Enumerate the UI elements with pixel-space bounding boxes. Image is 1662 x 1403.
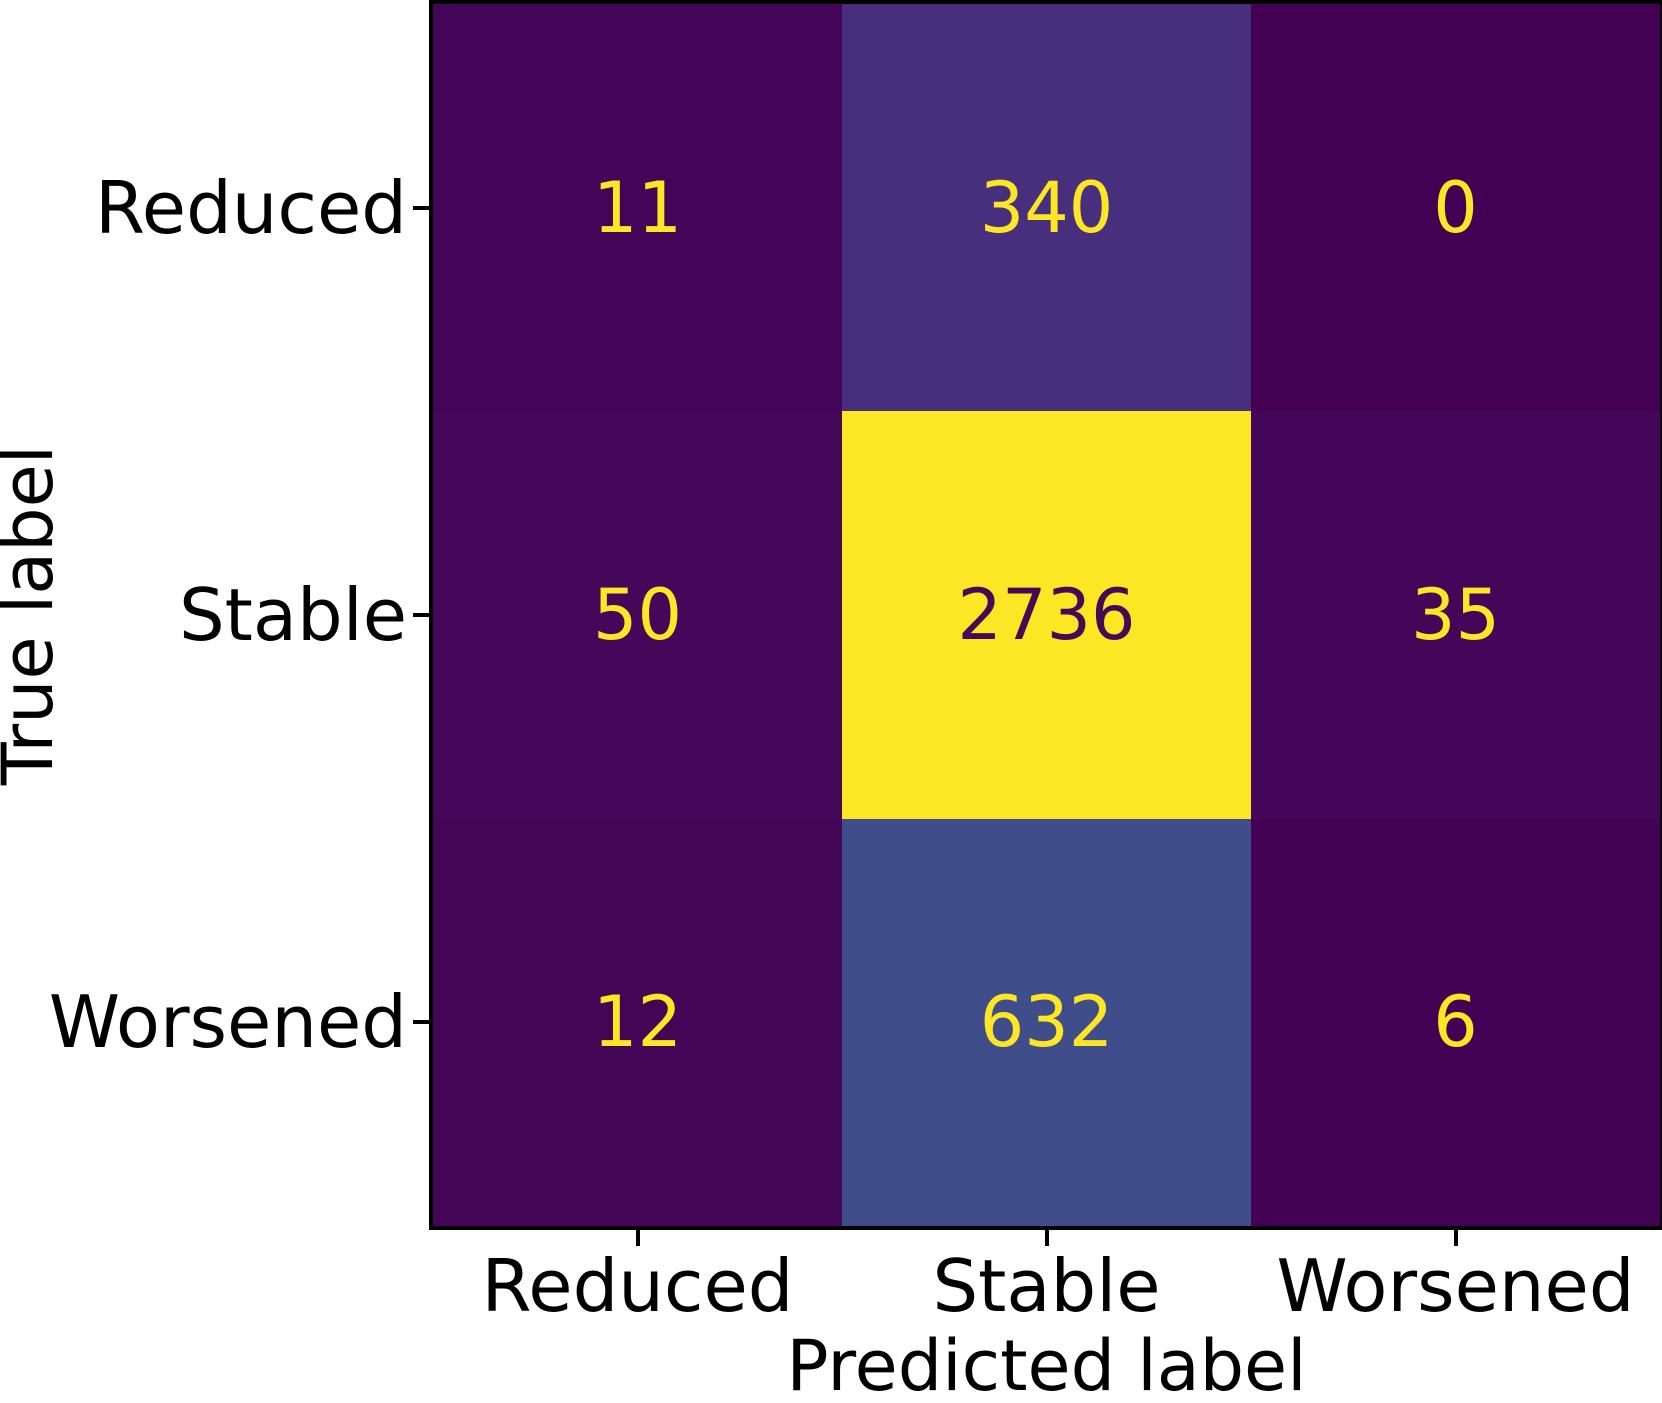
matrix-cell: 50 [433, 411, 842, 819]
cell-value: 0 [1433, 166, 1478, 249]
matrix-cell: 35 [1251, 411, 1660, 819]
cell-value: 6 [1433, 981, 1478, 1064]
matrix-cell: 11 [433, 4, 842, 412]
matrix-cell: 632 [842, 818, 1251, 1226]
cell-value: 35 [1410, 573, 1501, 656]
y-tick-mark [413, 205, 429, 210]
x-tick-label: Worsened [1276, 1244, 1635, 1328]
x-tick-label: Reduced [481, 1244, 794, 1328]
y-tick-label: Reduced [94, 165, 407, 250]
cell-value: 2736 [957, 573, 1136, 656]
cell-value: 340 [979, 166, 1114, 249]
matrix-cell: 0 [1251, 4, 1660, 412]
matrix-cell: 2736 [842, 411, 1251, 819]
matrix-cell: 12 [433, 818, 842, 1226]
cell-value: 632 [979, 981, 1114, 1064]
cell-value: 12 [592, 981, 683, 1064]
x-tick-label: Stable [932, 1244, 1161, 1328]
y-tick-mark [413, 612, 429, 617]
y-tick-label: Worsened [48, 980, 407, 1065]
x-axis-title: Predicted label [786, 1325, 1307, 1403]
cell-value: 11 [592, 166, 683, 249]
heatmap-plot-area: 11 340 0 50 2736 35 12 632 6 [429, 0, 1662, 1230]
x-tick-mark [635, 1230, 640, 1246]
y-tick-label: Stable [178, 572, 407, 657]
x-tick-mark [1044, 1230, 1049, 1246]
cell-value: 50 [592, 573, 683, 656]
y-tick-mark [413, 1020, 429, 1025]
matrix-cell: 6 [1251, 818, 1660, 1226]
heatmap-grid: 11 340 0 50 2736 35 12 632 6 [433, 4, 1660, 1226]
x-tick-mark [1453, 1230, 1458, 1246]
matrix-cell: 340 [842, 4, 1251, 412]
